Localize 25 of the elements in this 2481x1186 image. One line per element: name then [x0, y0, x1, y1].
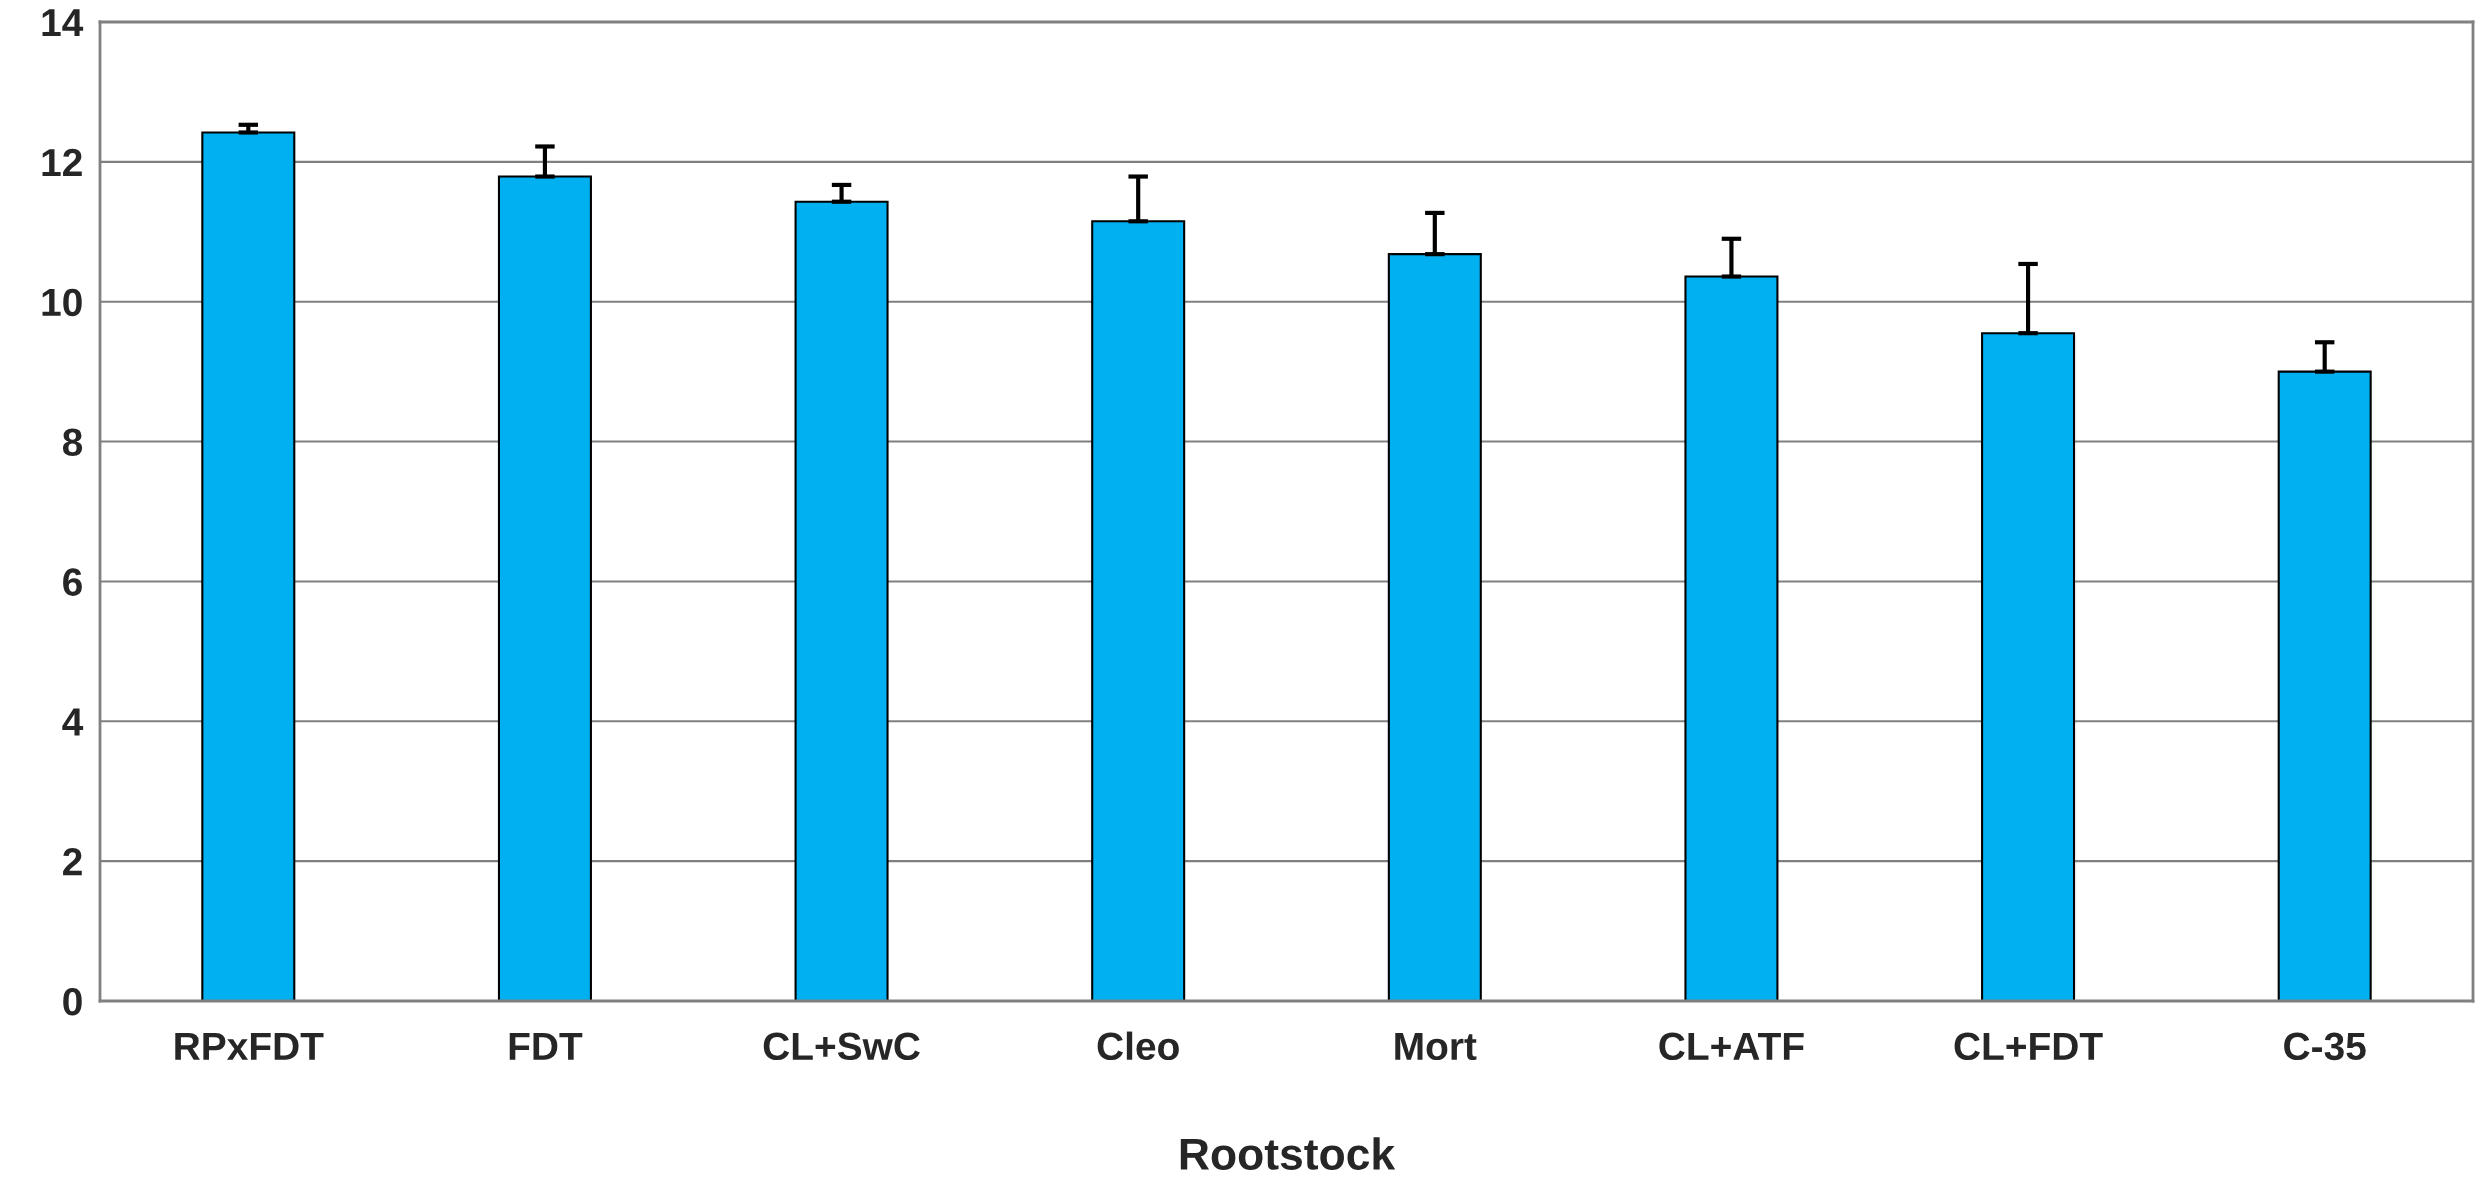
y-tick-label: 0 [63, 987, 82, 1016]
x-tick-label: RPxFDT [175, 1032, 324, 1060]
y-tick-label: 14 [42, 9, 84, 37]
bar [794, 200, 889, 1001]
x-tick-label: Cleo [1097, 1031, 1179, 1061]
y-tick-label: 6 [63, 568, 82, 596]
bar [2277, 370, 2372, 1001]
x-tick-label: FDT [509, 1032, 583, 1060]
y-tick-label: 10 [42, 288, 82, 317]
bar [1091, 220, 1186, 1001]
bar [497, 175, 592, 1001]
bar [1981, 332, 2076, 1001]
y-tick-label: 8 [62, 428, 83, 457]
y-tick-label: 2 [63, 848, 82, 876]
x-tick-label: Mort [1395, 1032, 1477, 1061]
bar [1387, 253, 1482, 1001]
x-axis-title: Rootstock [1180, 1137, 1396, 1170]
y-tick-label: 4 [62, 708, 84, 736]
x-tick-label: CL+FDT [1954, 1032, 2103, 1061]
x-tick-label: CL+SwC [763, 1032, 920, 1061]
x-tick-label: C-35 [2284, 1032, 2366, 1061]
bar [1684, 275, 1779, 1001]
x-tick-label: CL+ATF [1659, 1032, 1804, 1061]
y-tick-label: 12 [42, 148, 82, 176]
bar [201, 131, 296, 1001]
